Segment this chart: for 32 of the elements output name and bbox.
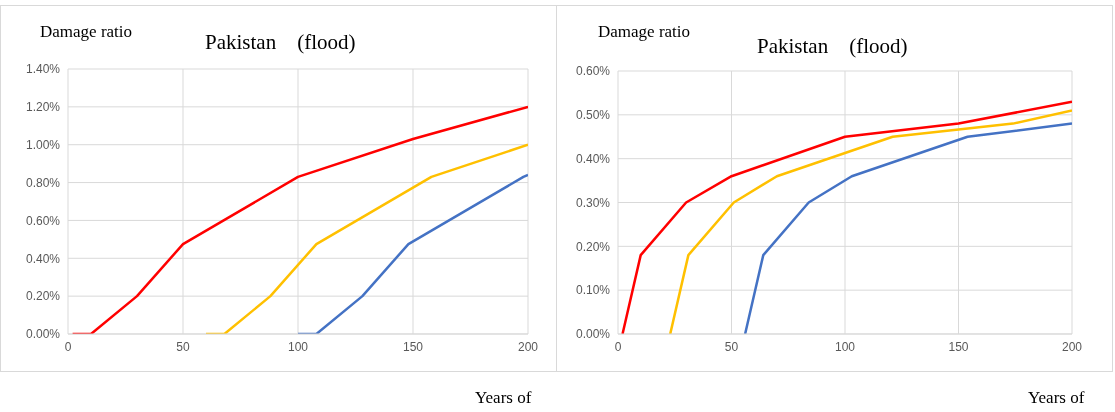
x-tick-label: 100 (287, 339, 309, 354)
x-tick-label: 0 (64, 339, 72, 354)
y-tick-label: 0.50% (575, 108, 611, 123)
y-tick-label: 1.20% (25, 100, 61, 115)
x-tick-label: 200 (1061, 339, 1083, 354)
y-tick-label: 0.30% (575, 195, 611, 210)
x-tick-label: 0 (614, 339, 622, 354)
y-tick-label: 0.60% (25, 213, 61, 228)
x-axis-title: Years of (1028, 388, 1085, 408)
y-tick-label: 1.40% (25, 62, 61, 77)
x-tick-label: 150 (402, 339, 424, 354)
chart-title: Pakistan (flood) (757, 33, 908, 60)
y-tick-label: 0.40% (25, 251, 61, 266)
y-tick-label: 0.00% (25, 327, 61, 342)
y-tick-label: 0.60% (575, 64, 611, 79)
x-tick-label: 200 (517, 339, 539, 354)
x-tick-label: 150 (948, 339, 969, 354)
y-axis-title: Damage ratio (40, 22, 133, 42)
x-tick-label: 100 (834, 339, 856, 354)
y-tick-label: 1.00% (25, 137, 61, 152)
y-axis-title: Damage ratio (598, 22, 691, 42)
x-tick-label: 50 (176, 339, 190, 354)
y-tick-label: 0.00% (575, 327, 611, 342)
line-series (743, 122, 1072, 334)
y-tick-label: 0.10% (575, 283, 611, 298)
x-axis-title: Years of (475, 388, 532, 408)
y-tick-label: 0.40% (575, 151, 611, 166)
chart-title: Pakistan (flood) (205, 29, 356, 56)
y-tick-label: 0.80% (25, 175, 61, 190)
x-tick-label: 50 (724, 339, 739, 354)
y-tick-label: 0.20% (575, 239, 611, 254)
y-tick-label: 0.20% (25, 289, 61, 304)
